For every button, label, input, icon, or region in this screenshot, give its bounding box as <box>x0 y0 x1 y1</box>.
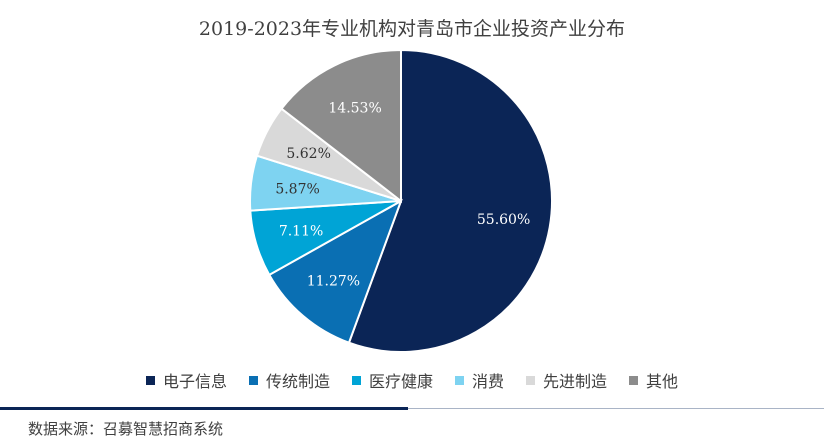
legend-item-4: 先进制造 <box>526 368 607 392</box>
legend-swatch-5 <box>629 375 639 385</box>
legend-item-2: 医疗健康 <box>351 368 433 392</box>
legend-swatch-1 <box>248 375 258 385</box>
slice-data-label-1: 11.27% <box>307 273 360 289</box>
legend-item-5: 其他 <box>629 368 678 392</box>
footer-rule-dark <box>0 407 408 410</box>
slice-data-label-3: 5.87% <box>275 181 319 197</box>
pie-slice-1 <box>267 198 403 345</box>
data-source: 数据来源：召募智慧招商系统 <box>28 420 224 438</box>
legend-label-1: 传统制造 <box>265 372 330 391</box>
slice-data-label-4: 5.62% <box>286 146 330 162</box>
legend-item-3: 消费 <box>455 368 504 392</box>
legend-swatch-0 <box>145 375 155 385</box>
legend-label-3: 消费 <box>472 372 505 391</box>
slice-data-label-2: 7.11% <box>279 224 323 240</box>
footer-rule-light <box>408 408 824 409</box>
slice-data-label-5: 14.53% <box>328 100 381 116</box>
legend-label-2: 医疗健康 <box>368 372 433 391</box>
legend-swatch-2 <box>351 375 361 385</box>
chart-title: 2019-2023年专业机构对青岛市企业投资产业分布 <box>198 18 626 40</box>
legend-swatch-4 <box>526 375 536 385</box>
legend-swatch-3 <box>455 375 464 385</box>
legend-item-0: 电子信息 <box>145 368 227 392</box>
legend-label-5: 其他 <box>646 372 679 391</box>
slice-data-label-0: 55.60% <box>477 212 530 228</box>
chart-legend: 电子信息 传统制造 医疗健康 消费 先进制造 其他 <box>0 368 824 392</box>
pie-slice-0 <box>347 48 553 353</box>
legend-label-0: 电子信息 <box>162 372 227 391</box>
legend-item-1: 传统制造 <box>248 368 330 392</box>
pie-slice-5 <box>280 48 402 204</box>
legend-label-4: 先进制造 <box>543 372 608 391</box>
